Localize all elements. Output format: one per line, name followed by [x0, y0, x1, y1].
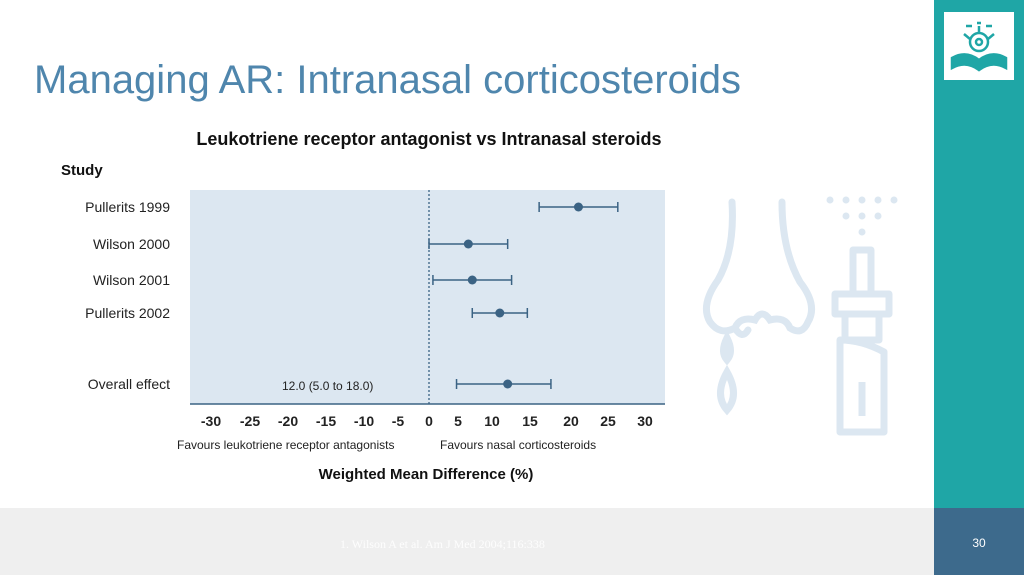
x-tick-label: -5: [392, 413, 405, 429]
page-number-box: 30: [934, 508, 1024, 575]
study-row-point: [463, 239, 473, 249]
book-with-cogs-icon: [950, 21, 1008, 72]
forest-plot: Leukotriene receptor antagonist vs Intra…: [61, 129, 665, 483]
x-tick-label: 30: [637, 413, 653, 429]
study-row-label: Wilson 2001: [93, 272, 170, 288]
study-row-label: Pullerits 2002: [85, 305, 170, 321]
x-tick-label: 10: [484, 413, 500, 429]
footer-band: [0, 508, 934, 575]
x-tick-label: 25: [600, 413, 616, 429]
nasal-spray-bottle-icon: [826, 196, 898, 436]
study-row-point: [573, 202, 583, 212]
x-tick-label: -10: [354, 413, 374, 429]
favours-right-label: Favours nasal corticosteroids: [440, 438, 596, 452]
x-tick-label: 0: [425, 413, 433, 429]
citation: 1. Wilson A et al. Am J Med 2004;116:338: [340, 537, 545, 551]
study-row-point: [467, 275, 477, 285]
x-tick-label: -30: [201, 413, 221, 429]
study-column-header: Study: [61, 162, 103, 179]
x-tick-label: 20: [563, 413, 579, 429]
page-number: 30: [972, 536, 986, 550]
decorative-icons: [702, 196, 898, 436]
favours-left-label: Favours leukotriene receptor antagonists: [177, 438, 394, 452]
x-tick-label: -20: [278, 413, 298, 429]
x-tick-label: 5: [454, 413, 462, 429]
study-row-point: [495, 308, 505, 318]
x-tick-label: 15: [522, 413, 538, 429]
x-tick-label: -15: [316, 413, 336, 429]
x-tick-label: -25: [240, 413, 260, 429]
overall-effect-point: [503, 379, 513, 389]
logo: [944, 12, 1014, 80]
overall-effect-label: Overall effect: [88, 376, 170, 392]
overall-effect-value: 12.0 (5.0 to 18.0): [282, 379, 373, 393]
study-row-label: Wilson 2000: [93, 236, 170, 252]
x-axis-title: Weighted Mean Difference (%): [319, 466, 534, 483]
plot-area: [190, 190, 665, 404]
chart-title: Leukotriene receptor antagonist vs Intra…: [196, 129, 661, 149]
nose-with-drops-icon: [702, 198, 816, 416]
page-title: Managing AR: Intranasal corticosteroids: [34, 58, 742, 102]
right-accent-band: [934, 0, 1024, 508]
study-row-label: Pullerits 1999: [85, 199, 170, 215]
